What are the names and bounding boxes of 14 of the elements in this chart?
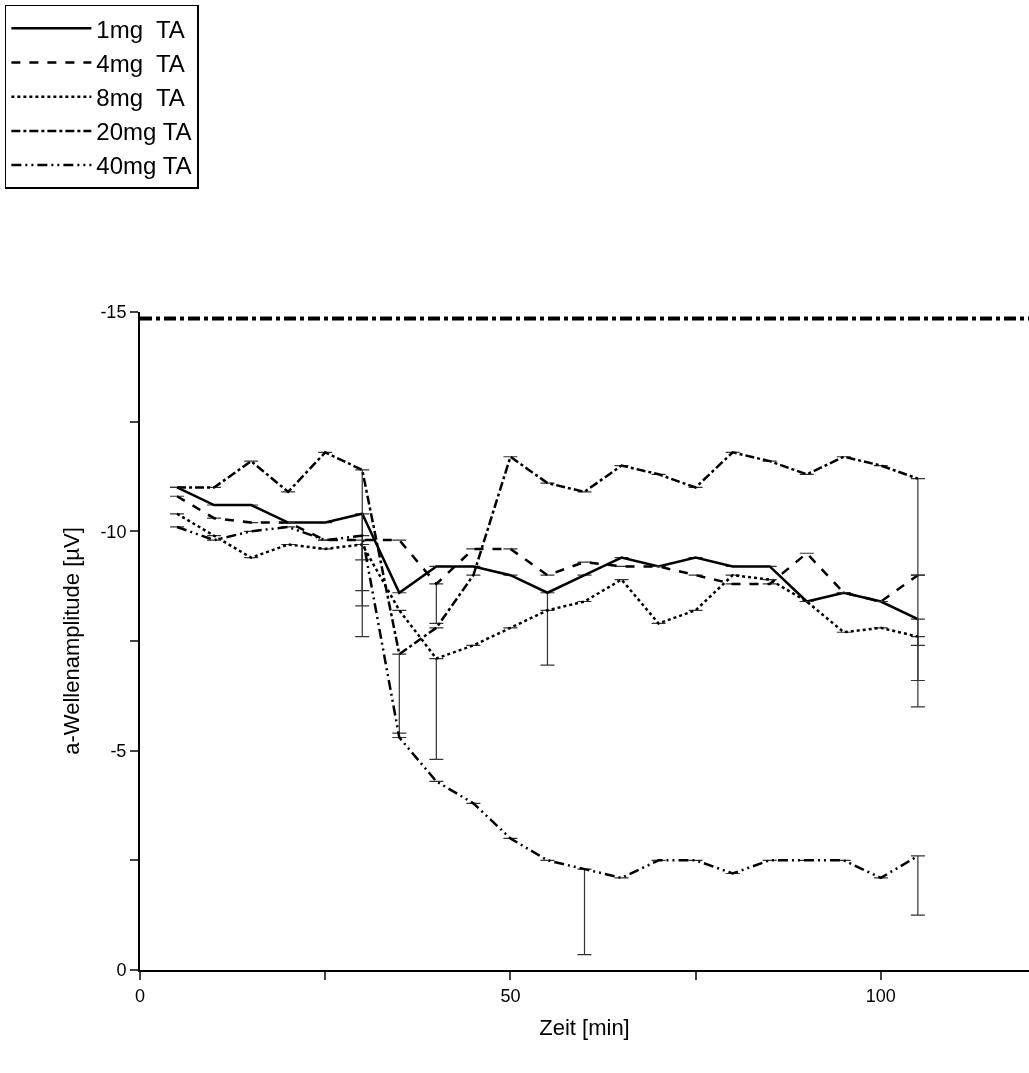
legend-label: 40mg TA bbox=[96, 152, 192, 180]
x-tick-label: 100 bbox=[865, 985, 896, 1006]
y-tick-label: -5 bbox=[110, 740, 127, 761]
y-tick-label: 0 bbox=[116, 960, 127, 981]
x-axis-title: Zeit [min] bbox=[539, 1015, 630, 1040]
legend-label: 1mg TA bbox=[96, 15, 185, 43]
x-tick-label: 50 bbox=[500, 985, 521, 1006]
legend-label: 20mg TA bbox=[96, 118, 192, 146]
y-tick-label: -15 bbox=[100, 302, 127, 323]
x-tick-label: 0 bbox=[134, 985, 146, 1006]
legend-label: 4mg TA bbox=[96, 49, 185, 77]
legend-label: 8mg TA bbox=[96, 84, 185, 112]
y-axis-title: a-Wellenamplitude [µV] bbox=[58, 527, 84, 755]
y-tick-label: -10 bbox=[100, 521, 127, 542]
